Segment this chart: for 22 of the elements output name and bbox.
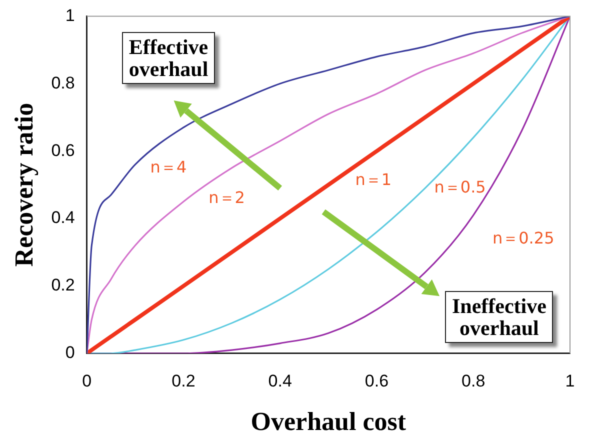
x-axis-title: Overhaul cost <box>250 407 406 436</box>
series-label: n＝1 <box>355 170 392 189</box>
y-tick-label: 0.4 <box>51 208 75 228</box>
x-tick-label: 0.2 <box>172 371 196 390</box>
x-tick-label: 0.8 <box>462 371 486 390</box>
y-tick-label: 0.8 <box>51 73 75 92</box>
series-label: n＝4 <box>150 158 187 177</box>
line-series <box>86 16 570 354</box>
x-tick-label: 0.4 <box>268 371 292 390</box>
x-tick-label: 0 <box>82 371 92 390</box>
y-axis-title: Recovery ratio <box>9 102 38 267</box>
series-label: n＝0.25 <box>492 228 554 248</box>
x-tick-label: 1 <box>565 371 575 390</box>
annotation: Effective overhaul <box>122 32 216 84</box>
series-label: n＝0.5 <box>434 177 486 196</box>
y-tick-label: 0.2 <box>51 276 75 295</box>
series-label: n＝2 <box>208 188 245 208</box>
annotation: Ineffective overhaul <box>445 291 554 344</box>
y-tick-label: 1 <box>65 6 75 25</box>
x-tick-label: 0.6 <box>364 371 389 390</box>
y-tick-label: 0 <box>65 343 75 362</box>
y-tick-label: 0.6 <box>51 140 75 160</box>
